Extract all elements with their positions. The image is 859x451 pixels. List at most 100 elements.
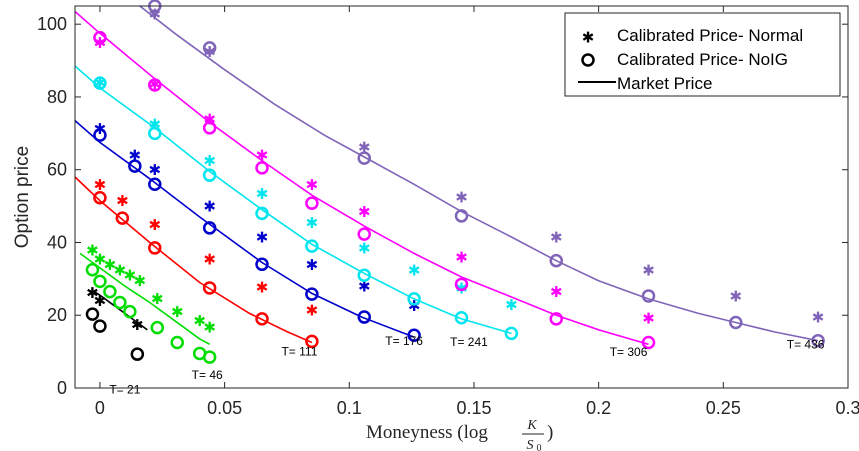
market-price-line — [79, 252, 211, 346]
normal-point: ✱ — [256, 185, 269, 203]
noig-point — [150, 320, 165, 335]
x-tick-label: 0.15 — [456, 398, 491, 418]
noig-point — [255, 257, 269, 272]
market-price-line — [139, 5, 819, 342]
normal-point: ✱ — [94, 176, 107, 194]
normal-point: ✱ — [151, 290, 164, 308]
normal-point: ✱ — [306, 256, 319, 274]
x-axis-label-denominator: S — [527, 438, 534, 451]
y-tick-label: 20 — [47, 305, 67, 325]
noig-point — [202, 221, 217, 235]
noig-point — [454, 277, 469, 292]
noig-point — [357, 310, 372, 324]
normal-point: ✱ — [455, 249, 468, 267]
normal-point: ✱ — [203, 152, 216, 170]
y-tick-label: 40 — [47, 232, 67, 252]
noig-point — [641, 335, 656, 350]
noig-point — [641, 289, 656, 303]
normal-point: ✱ — [408, 297, 421, 315]
normal-point: ✱ — [642, 309, 655, 327]
normal-point: ✱ — [171, 303, 184, 321]
normal-point: ✱ — [358, 239, 371, 257]
x-axis-label-denominator-subscript: 0 — [537, 443, 542, 451]
noig-point — [115, 211, 130, 225]
normal-point: ✱ — [149, 161, 162, 179]
noig-point — [93, 30, 107, 45]
noig-point — [93, 319, 107, 333]
noig-point — [255, 312, 269, 326]
x-tick-label: 0.05 — [207, 398, 242, 418]
y-tick-label: 60 — [47, 160, 67, 180]
series-group: ✱✱✱T= 21 — [85, 284, 148, 396]
normal-point: ✱ — [550, 229, 563, 247]
x-tick-label: 0.1 — [337, 398, 362, 418]
normal-point: ✱ — [306, 301, 319, 319]
legend-circle-marker — [581, 53, 595, 67]
noig-point — [305, 196, 319, 210]
noig-point — [407, 292, 421, 306]
normal-point: ✱ — [86, 241, 99, 259]
x-axis-label-numerator: K — [526, 418, 537, 433]
noig-point — [202, 41, 217, 55]
normal-point: ✱ — [193, 312, 206, 330]
y-tick-label: 0 — [57, 378, 67, 398]
noig-point — [504, 326, 519, 341]
noig-point — [305, 239, 319, 253]
x-tick-label: 0 — [95, 398, 105, 418]
noig-point — [85, 307, 100, 321]
noig-point — [407, 328, 421, 342]
maturity-label: T= 21 — [109, 382, 140, 396]
normal-point: ✱ — [408, 261, 421, 279]
normal-point: ✱ — [306, 176, 319, 194]
noig-point — [85, 263, 100, 277]
series-marks: ✱✱✱T= 21✱✱✱✱✱✱✱✱✱✱T= 46✱✱✱✱✱✱T= 111✱✱✱✱✱… — [74, 0, 825, 396]
legend-entry-normal: Calibrated Price- Normal — [617, 26, 803, 45]
noig-point — [202, 350, 217, 364]
normal-point: ✱ — [256, 229, 269, 247]
noig-point — [148, 126, 162, 141]
noig-point — [202, 281, 217, 295]
normal-point: ✱ — [94, 250, 107, 268]
legend-entry-market: Market Price — [617, 74, 712, 93]
normal-point: ✱ — [116, 192, 129, 210]
normal-point: ✱ — [131, 316, 144, 334]
noig-point — [729, 315, 743, 330]
noig-point — [357, 227, 372, 241]
noig-point — [93, 128, 107, 142]
noig-point — [357, 151, 372, 165]
series-group: ✱✱✱✱✱✱✱✱✱✱T= 46 — [79, 241, 223, 382]
y-axis-label: Option price — [12, 146, 33, 248]
maturity-label: T= 176 — [385, 334, 423, 348]
normal-point: ✱ — [306, 214, 319, 232]
noig-point — [811, 333, 825, 348]
legend: ✱ Calibrated Price- Normal Calibrated Pr… — [564, 12, 841, 97]
normal-point: ✱ — [94, 292, 107, 310]
x-axis-label-suffix: ) — [547, 422, 553, 443]
noig-point — [128, 159, 142, 173]
normal-point: ✱ — [455, 279, 468, 297]
noig-point — [357, 268, 372, 282]
noig-point — [202, 121, 217, 135]
normal-point: ✱ — [114, 261, 127, 279]
normal-point: ✱ — [256, 278, 269, 296]
x-tick-label: 0.3 — [835, 398, 859, 418]
series-group: ✱✱✱✱✱✱✱✱✱T= 241 — [74, 65, 519, 349]
noig-point — [113, 295, 127, 310]
noig-point — [549, 312, 564, 326]
normal-point: ✱ — [86, 284, 99, 302]
noig-point — [148, 78, 162, 92]
noig-point — [93, 274, 107, 289]
noig-point — [454, 311, 469, 325]
normal-point: ✱ — [203, 43, 216, 61]
normal-point: ✱ — [642, 261, 655, 279]
x-tick-label: 0.25 — [706, 398, 741, 418]
maturity-label: T= 306 — [610, 345, 648, 359]
noig-point — [103, 284, 117, 299]
noig-point — [123, 304, 137, 319]
noig-point — [148, 241, 162, 255]
noig-point — [255, 161, 269, 175]
y-tick-label: 100 — [37, 14, 67, 34]
normal-point: ✱ — [358, 203, 371, 221]
axis-ticks: 0 0.05 0.1 0.15 0.2 0.25 0.3 0 20 40 60 80 100 — [37, 6, 859, 418]
